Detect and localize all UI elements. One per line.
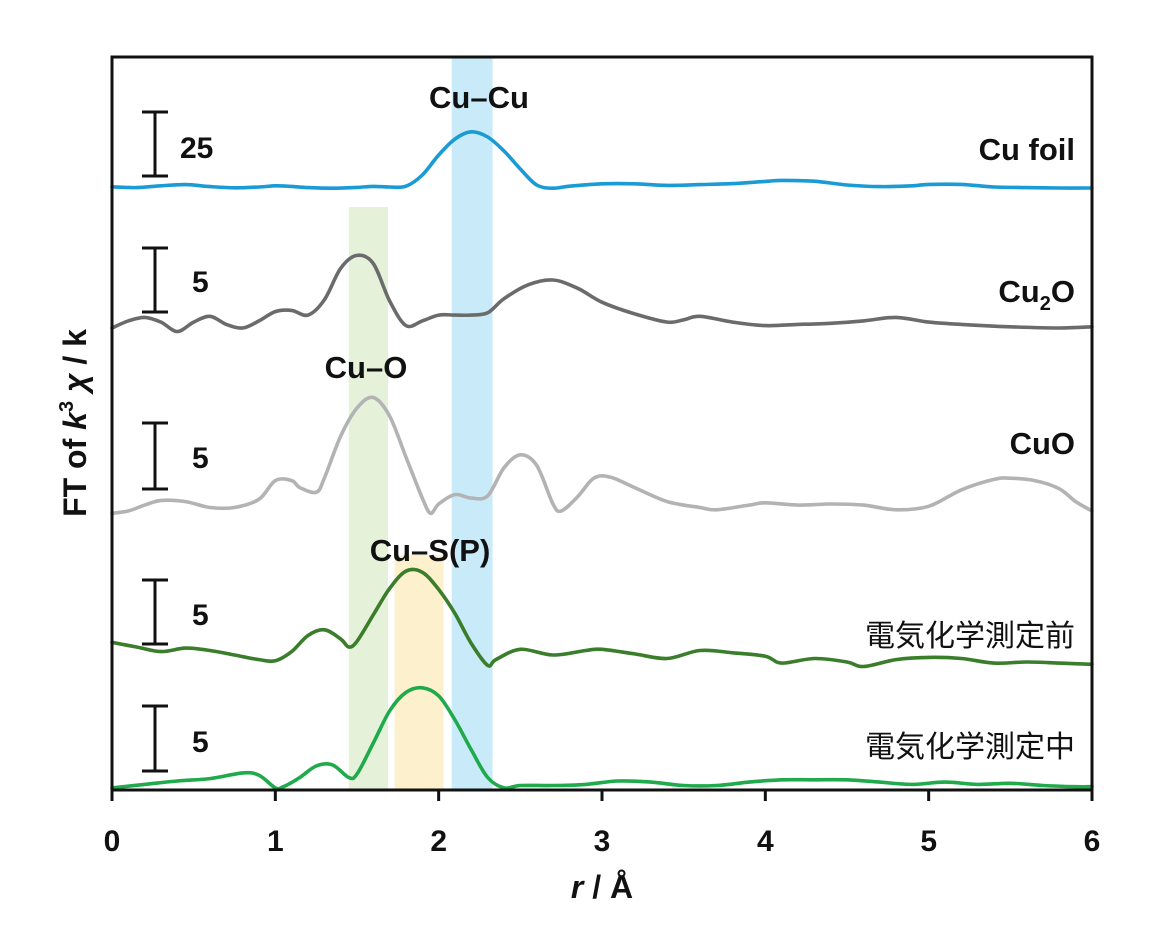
scale-bar-label-during-measurement: 5 <box>192 726 209 759</box>
x-axis-unit: / Å <box>583 869 633 905</box>
x-axis-title: r / Å <box>571 869 633 905</box>
scale-bar-before-measurement <box>142 578 168 646</box>
scale-bar-label-before-measurement: 5 <box>192 599 209 632</box>
scale-bar-label-cu2o: 5 <box>192 266 209 299</box>
series-line-cu2o <box>110 253 1094 334</box>
y-axis-title: FT of k3 χ / k <box>56 329 93 517</box>
x-axis: 0 1 2 3 4 5 6 <box>104 790 1101 858</box>
series-label-cu-foil: Cu foil <box>979 132 1075 167</box>
series-line-cu-foil <box>110 129 1094 191</box>
x-tick-label: 6 <box>1084 825 1101 858</box>
x-tick-label: 5 <box>920 825 937 858</box>
x-tick-label: 1 <box>267 825 284 858</box>
series-label-during-measurement: 電気化学測定中 <box>865 731 1075 764</box>
y-axis-superscript: 3 <box>56 401 78 412</box>
y-axis-chi: χ <box>57 372 93 401</box>
band-cu-s-p <box>394 555 444 790</box>
band-cu-o <box>348 207 389 790</box>
y-axis-suffix: / k <box>57 329 93 374</box>
scale-bar-label-cuo: 5 <box>192 442 209 475</box>
x-tick-label: 3 <box>594 825 611 858</box>
curve-labels: Cu–Cu Cu–O Cu–S(P) Cu foil Cu2O CuO 電気化学測定前電気化… <box>325 80 1075 764</box>
band-highlights <box>348 57 493 790</box>
series-label-before-measurement: 電気化学測定前 <box>865 620 1075 653</box>
scale-bar-cu2o <box>142 246 168 314</box>
scale-bar-cu-foil <box>142 110 168 178</box>
x-tick-label: 4 <box>757 825 774 858</box>
series-label-cu2o: Cu2O <box>998 274 1075 315</box>
scale-bars: 25 5 5 5 5 <box>142 110 213 773</box>
x-tick-label: 0 <box>104 825 121 858</box>
band-cu-s-p-label: Cu–S(P) <box>370 533 491 568</box>
x-tick-label: 2 <box>430 825 447 858</box>
series-line-before-measurement <box>110 567 1094 669</box>
series-lines <box>110 129 1094 791</box>
series-label-cuo: CuO <box>1010 426 1075 461</box>
series-line-during-measurement <box>110 685 1094 791</box>
scale-bar-label-cu-foil: 25 <box>180 132 213 165</box>
band-cu-cu <box>451 57 493 790</box>
band-cu-o-label: Cu–O <box>325 350 408 385</box>
plot-frame <box>110 55 1094 792</box>
series-line-cuo <box>110 395 1094 516</box>
x-axis-var: r <box>571 869 585 905</box>
scale-bar-cuo <box>142 421 168 491</box>
scale-bar-during-measurement <box>142 704 168 773</box>
y-axis-k: k <box>57 410 93 430</box>
band-cu-cu-label: Cu–Cu <box>429 80 529 115</box>
y-axis-prefix: FT of <box>57 430 93 517</box>
